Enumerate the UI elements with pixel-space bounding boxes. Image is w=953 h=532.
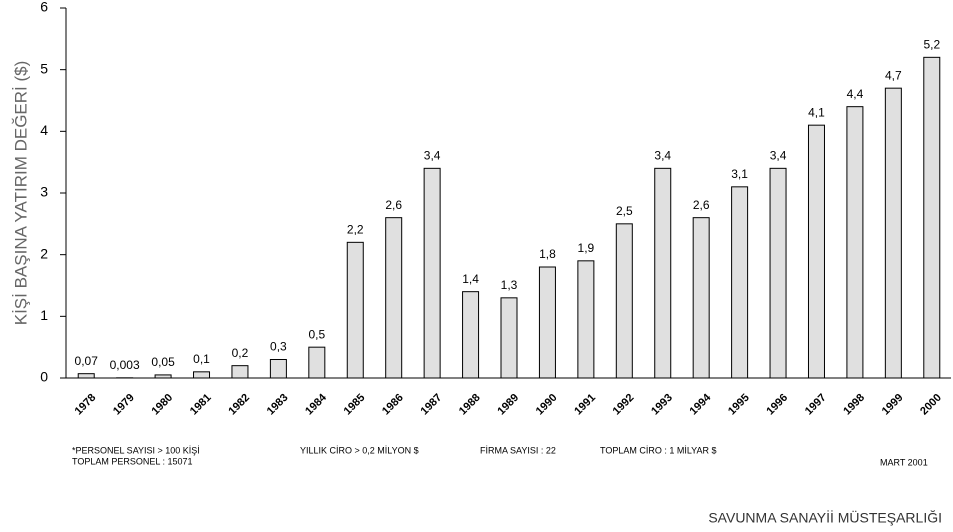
value-label: 0,05 <box>151 355 175 369</box>
value-label: 0,07 <box>75 354 99 368</box>
note: TOPLAM CİRO : 1 MİLYAR $ <box>600 445 717 455</box>
x-tick-label: 1978 <box>73 392 99 418</box>
bar <box>692 217 710 379</box>
value-label: 0,1 <box>193 352 210 366</box>
bar <box>769 167 787 379</box>
x-tick-label: 1992 <box>611 392 637 418</box>
bar <box>269 359 287 379</box>
y-tick-label: 1 <box>40 307 48 323</box>
bar <box>884 87 902 379</box>
x-tick-label: 1979 <box>111 392 137 418</box>
x-tick-label: 1995 <box>726 392 752 418</box>
note: YILLIK CİRO > 0,2 MİLYON $ <box>300 445 419 455</box>
x-tick-label: 1999 <box>880 392 906 418</box>
value-label: 2,6 <box>385 198 402 212</box>
value-label: 3,4 <box>424 149 441 163</box>
bar <box>193 371 211 379</box>
note: MART 2001 <box>880 457 928 467</box>
bar <box>615 223 633 379</box>
y-tick-label: 6 <box>40 0 48 15</box>
bar <box>807 124 825 379</box>
value-label: 0,5 <box>308 327 325 341</box>
bar <box>654 167 672 379</box>
x-tick-label: 1981 <box>188 392 214 418</box>
note: FİRMA SAYISI : 22 <box>480 445 556 455</box>
x-tick-label: 1994 <box>688 391 714 417</box>
note: TOPLAM PERSONEL : 15071 <box>72 456 193 466</box>
y-tick-label: 2 <box>40 245 48 261</box>
note: *PERSONEL SAYISI > 100 KİŞİ <box>72 445 200 455</box>
x-tick-label: 1983 <box>265 392 291 418</box>
bar <box>577 260 595 379</box>
bar <box>385 217 403 379</box>
x-tick-label: 1985 <box>342 392 368 418</box>
y-tick-label: 0 <box>40 369 48 385</box>
value-label: 2,2 <box>347 223 364 237</box>
value-label: 4,7 <box>885 68 902 82</box>
value-label: 3,1 <box>731 167 748 181</box>
bar <box>154 374 172 379</box>
value-label: 1,4 <box>462 272 479 286</box>
bar <box>231 365 249 379</box>
x-tick-label: 1987 <box>419 392 445 418</box>
value-label: 1,3 <box>501 278 518 292</box>
x-tick-label: 1982 <box>226 392 252 418</box>
x-tick-label: 1989 <box>495 392 521 418</box>
source: SAVUNMA SANAYİİ MÜSTEŞARLIĞI <box>708 509 942 526</box>
bar <box>462 291 480 379</box>
x-tick-label: 1996 <box>764 392 790 418</box>
x-tick-label: 1986 <box>380 392 406 418</box>
value-label: 4,4 <box>847 87 864 101</box>
y-tick-label: 4 <box>40 122 48 138</box>
bar <box>500 297 518 379</box>
value-label: 2,6 <box>693 198 710 212</box>
value-label: 4,1 <box>808 105 825 119</box>
x-tick-label: 2000 <box>918 392 944 418</box>
y-axis-label: KİŞİ BAŞINA YATIRIM DEĞERİ ($) <box>11 61 30 326</box>
bar <box>77 373 95 379</box>
value-label: 0,3 <box>270 340 287 354</box>
bar <box>846 106 864 379</box>
bar <box>538 266 556 379</box>
value-label: 0,2 <box>232 346 249 360</box>
y-tick-label: 3 <box>40 184 48 200</box>
value-label: 0,003 <box>110 358 140 372</box>
bar <box>308 346 326 379</box>
value-label: 1,9 <box>578 241 595 255</box>
x-tick-label: 1984 <box>303 391 329 417</box>
x-tick-label: 1988 <box>457 392 483 418</box>
bar <box>731 186 749 379</box>
x-tick-label: 1998 <box>841 392 867 418</box>
x-tick-label: 1980 <box>149 392 175 418</box>
value-label: 5,2 <box>923 38 940 52</box>
x-tick-label: 1993 <box>649 392 675 418</box>
x-tick-label: 1997 <box>803 392 829 418</box>
bar <box>346 241 364 379</box>
value-label: 3,4 <box>770 149 787 163</box>
value-label: 3,4 <box>654 149 671 163</box>
x-tick-label: 1990 <box>534 392 560 418</box>
bar <box>423 167 441 379</box>
y-tick-label: 5 <box>40 60 48 76</box>
value-label: 1,8 <box>539 247 556 261</box>
value-label: 2,5 <box>616 204 633 218</box>
bar <box>923 56 941 379</box>
x-tick-label: 1991 <box>572 392 598 418</box>
